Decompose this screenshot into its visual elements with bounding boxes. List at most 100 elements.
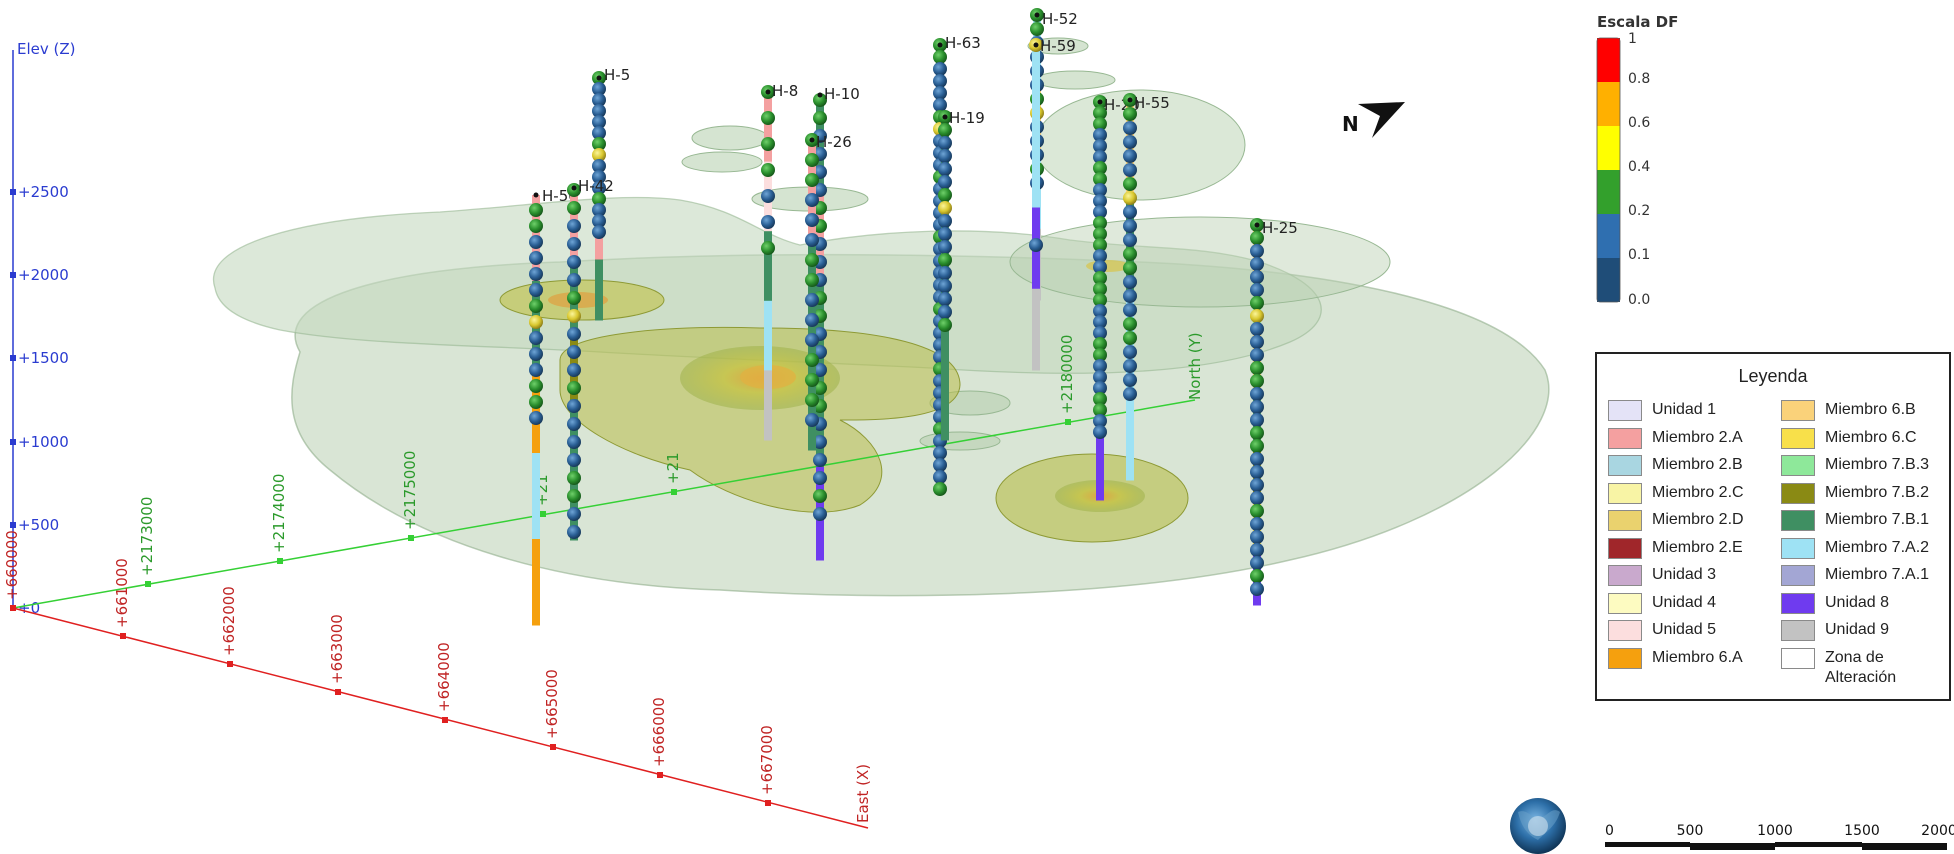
legend-label: Miembro 2.E (1652, 538, 1743, 556)
z-tick-mark (10, 355, 16, 361)
x-tick-label: +660000 (3, 530, 21, 600)
sample-marker (933, 86, 947, 100)
sample-marker (1123, 191, 1137, 205)
sample-marker (938, 253, 952, 267)
sample-marker (592, 192, 606, 206)
drillhole-segment (1032, 288, 1040, 371)
z-tick-label: +2500 (18, 183, 69, 201)
drillhole[interactable]: H-5 (592, 66, 630, 321)
legend-swatch (1608, 427, 1642, 449)
sample-marker (938, 188, 952, 202)
sample-marker (592, 137, 606, 151)
sample-marker (567, 237, 581, 251)
legend-column-right: Miembro 6.B Miembro 6.C Miembro 7.B.3 Miemb… (1781, 400, 1935, 686)
sample-marker (567, 201, 581, 215)
sample-marker (933, 50, 947, 64)
drillhole[interactable]: H-20 (1093, 95, 1140, 501)
colorbar-tick-label: 0.6 (1628, 115, 1650, 131)
sample-marker (592, 104, 606, 118)
drillhole-label: H-26 (816, 133, 852, 151)
drillholes-layer: H-5 H-8 H-10 H-26 H-50H-42 H-63 H-19 H-52 H-59 H-… (529, 8, 1298, 626)
alteration-envelopes (212, 37, 1550, 597)
drillhole[interactable]: H-8 (761, 82, 798, 441)
north-arrow-icon (1358, 102, 1405, 138)
legend-item: Miembro 2.C (1608, 482, 1744, 511)
sample-marker (938, 175, 952, 189)
envelope-small-5 (1034, 70, 1116, 90)
sample-marker (805, 253, 819, 267)
sample-marker (805, 233, 819, 247)
collar-marker (942, 114, 948, 120)
legend-swatch (1608, 482, 1642, 504)
y-tick-mark (145, 581, 151, 587)
sample-marker (1123, 135, 1137, 149)
sample-marker (938, 279, 952, 293)
sample-marker (933, 62, 947, 76)
drillhole-segment (764, 92, 772, 163)
colorbar-tick-label: 0.0 (1628, 292, 1650, 308)
collar-marker (765, 89, 771, 95)
legend-label: Miembro 6.A (1652, 648, 1743, 666)
legend-title: Leyenda (1738, 366, 1808, 386)
colorbar-tick-label: 0.1 (1628, 247, 1650, 263)
drillhole[interactable]: H-42 (567, 177, 614, 541)
x-tick-label: +665000 (543, 669, 561, 739)
sample-marker (1250, 530, 1264, 544)
drillhole[interactable]: H-50 (529, 187, 578, 626)
sample-marker (567, 327, 581, 341)
sample-marker (1093, 139, 1107, 153)
sample-marker (1093, 282, 1107, 296)
drillhole-segment (764, 370, 772, 441)
sample-marker (813, 183, 827, 197)
sample-marker (805, 393, 819, 407)
sample-marker (1029, 238, 1043, 252)
sample-marker (813, 93, 827, 107)
legend-swatch (1781, 427, 1815, 449)
drillhole[interactable]: H-10 (813, 85, 860, 561)
drillhole[interactable]: H-26 (805, 133, 852, 451)
sample-marker (805, 153, 819, 167)
legend-label: Miembro 2.B (1652, 456, 1743, 473)
sample-marker (1093, 227, 1107, 241)
legend-label: Unidad 1 (1652, 401, 1717, 418)
sample-marker (1123, 387, 1137, 401)
sample-marker (1250, 582, 1264, 596)
sample-marker (805, 313, 819, 327)
legend-swatch (1608, 565, 1642, 586)
sample-marker (1250, 413, 1264, 427)
y-tick-label: +2180000 (1058, 335, 1076, 414)
legend-swatch (1608, 537, 1642, 559)
sample-marker (1123, 373, 1137, 387)
sample-marker (1250, 439, 1264, 453)
sample-marker (1093, 370, 1107, 384)
sample-marker (1093, 117, 1107, 131)
sample-marker (567, 471, 581, 485)
drillhole[interactable]: H-55 (1123, 93, 1170, 481)
sample-marker (567, 381, 581, 395)
legend-label: Miembro 7.B.3 (1825, 456, 1930, 473)
drillhole-label: H-55 (1134, 94, 1170, 112)
z-tick-mark (10, 439, 16, 445)
sample-marker (1123, 331, 1137, 345)
sample-marker (938, 123, 952, 137)
drillhole[interactable]: H-19 (938, 109, 985, 441)
legend-item: Miembro 7.B.2 (1781, 482, 1935, 511)
drillhole[interactable]: H-59 (1029, 37, 1076, 371)
collar-marker (596, 75, 602, 81)
collar-marker (937, 42, 943, 48)
sample-marker (1123, 177, 1137, 191)
drillhole[interactable]: H-25 (1250, 218, 1298, 606)
scale-bar: 0 500 1000 1500 2000 (1605, 823, 1954, 850)
legend-swatch (1608, 400, 1642, 421)
sample-marker (933, 446, 947, 460)
z-axis: Elev (Z) +0+500+1000+1500+2000+2500 (10, 40, 76, 617)
y-axis-label: North (Y) (1186, 332, 1204, 400)
sample-marker (567, 507, 581, 521)
y-tick-mark (408, 535, 414, 541)
collar-marker (1033, 42, 1039, 48)
drillhole-segment (764, 231, 772, 302)
colorbar-tick-label: 1 (1628, 31, 1637, 47)
sample-marker (805, 193, 819, 207)
sample-marker (1093, 392, 1107, 406)
